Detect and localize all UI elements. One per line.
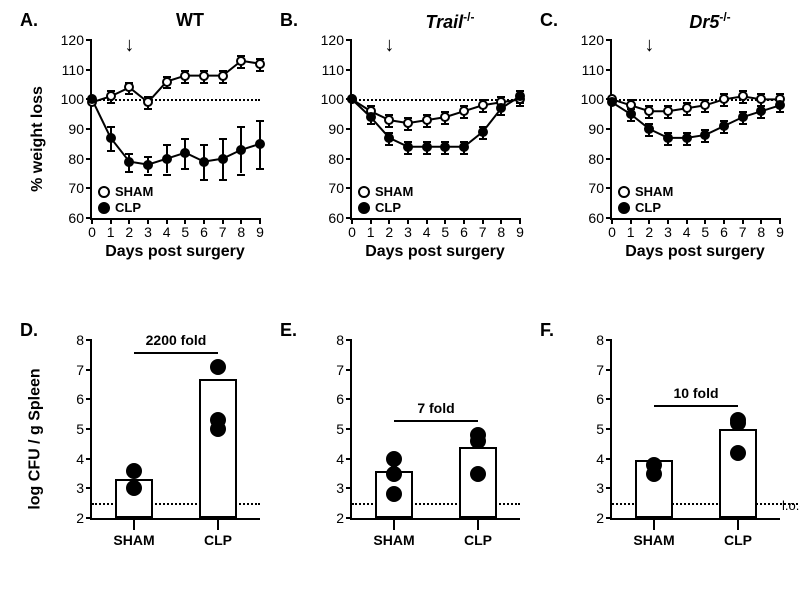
legend-sham-c: SHAM xyxy=(618,184,673,199)
panel-f: F. 2345678SHAMCLP10 fold l.o.d. xyxy=(540,320,790,580)
legend-clp-c: CLP xyxy=(618,200,673,215)
panel-e-plot: 2345678SHAMCLP7 fold xyxy=(350,340,520,520)
panel-b-legend: SHAM CLP xyxy=(358,183,413,215)
legend-clp-b: CLP xyxy=(358,200,413,215)
legend-clp: CLP xyxy=(98,200,153,215)
lod-label: l.o.d. xyxy=(782,498,800,513)
panel-b: B. Trail-/- 607080901001101200123456789↓… xyxy=(280,10,530,290)
panel-c: C. Dr5-/- 607080901001101200123456789↓ D… xyxy=(540,10,790,290)
panel-f-plot: 2345678SHAMCLP10 fold xyxy=(610,340,780,520)
legend-sham: SHAM xyxy=(98,184,153,199)
panel-b-label: B. xyxy=(280,10,298,31)
panel-c-title: Dr5-/- xyxy=(630,10,790,33)
panel-e-label: E. xyxy=(280,320,297,341)
panel-b-xlabel: Days post surgery xyxy=(350,243,520,261)
panel-d-plot: 2345678SHAMCLP2200 fold xyxy=(90,340,260,520)
figure: A. WT % weight loss 60708090100110120012… xyxy=(0,0,800,592)
legend-clp-label: CLP xyxy=(115,200,141,215)
panel-a: A. WT % weight loss 60708090100110120012… xyxy=(20,10,270,290)
panel-a-xlabel: Days post surgery xyxy=(90,243,260,261)
panel-a-ylabel: % weight loss xyxy=(29,86,47,192)
legend-clp-marker xyxy=(98,202,110,214)
panel-c-legend: SHAM CLP xyxy=(618,183,673,215)
panel-e: E. 2345678SHAMCLP7 fold xyxy=(280,320,530,580)
panel-c-label: C. xyxy=(540,10,558,31)
panel-f-label: F. xyxy=(540,320,554,341)
panel-a-legend: SHAM CLP xyxy=(98,183,153,215)
legend-sham-label: SHAM xyxy=(115,184,153,199)
panel-d-ylabel: log CFU / g Spleen xyxy=(27,368,45,509)
legend-sham-b: SHAM xyxy=(358,184,413,199)
panel-c-xlabel: Days post surgery xyxy=(610,243,780,261)
panel-d-label: D. xyxy=(20,320,38,341)
panel-a-title: WT xyxy=(110,10,270,31)
panel-b-title: Trail-/- xyxy=(370,10,530,33)
panel-d: D. log CFU / g Spleen 2345678SHAMCLP2200… xyxy=(20,320,270,580)
panel-a-label: A. xyxy=(20,10,38,31)
legend-sham-marker xyxy=(98,186,110,198)
